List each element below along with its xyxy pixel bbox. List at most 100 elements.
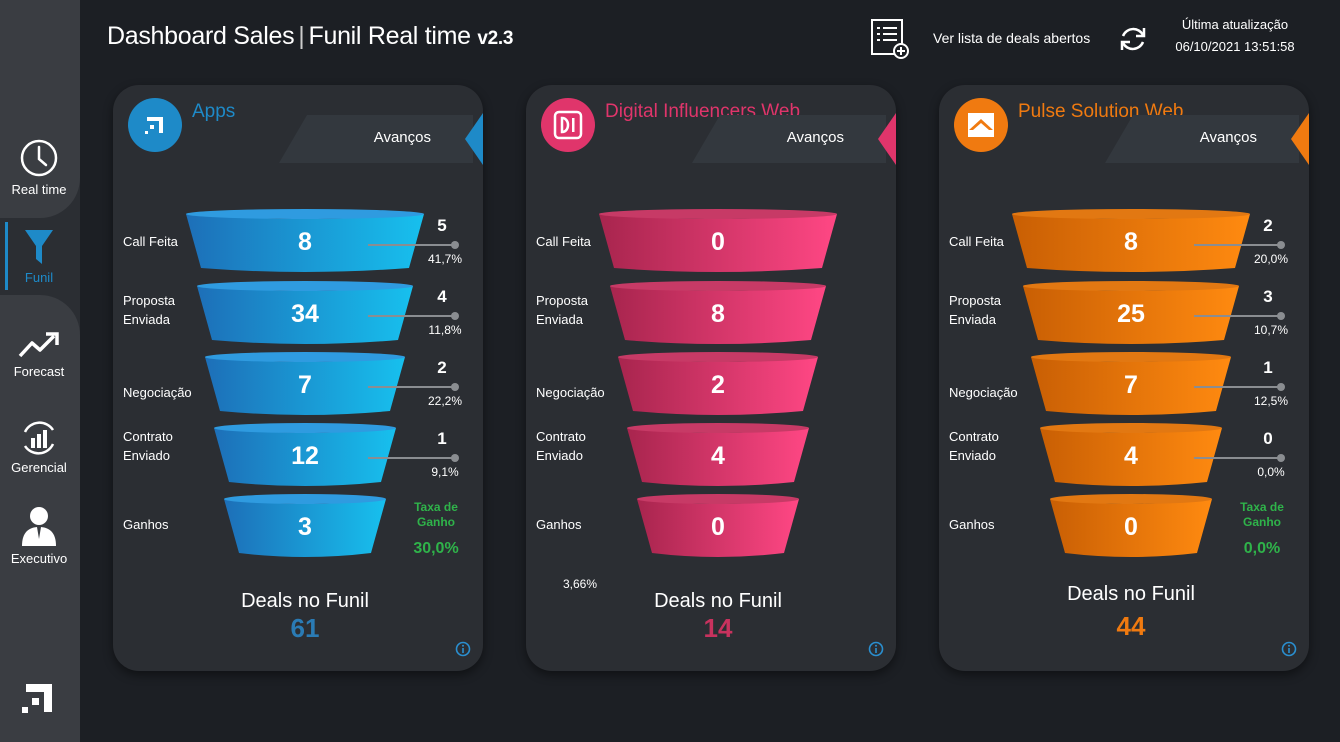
- stage-label: Contrato Enviado: [949, 427, 999, 465]
- open-deals-link[interactable]: Ver lista de deals abertos: [933, 30, 1091, 46]
- info-icon[interactable]: [1281, 641, 1297, 657]
- segment-value: 3: [298, 513, 312, 541]
- advances-label: Avanços: [786, 129, 844, 146]
- advance-connector: [368, 386, 454, 388]
- last-update: Última atualização 06/10/2021 13:51:58: [1170, 14, 1300, 58]
- funnel-segment: [1031, 352, 1231, 415]
- win-rate-label-line: Ganho: [417, 515, 455, 529]
- stage-label-line: Contrato: [536, 429, 586, 444]
- segment-value: 34: [291, 300, 319, 328]
- segment-value: 4: [1124, 442, 1138, 470]
- nav-label-gerencial: Gerencial: [11, 460, 67, 475]
- page-title: Dashboard Sales | Funil Real time v2.3: [107, 22, 513, 51]
- stage-label-line: Call Feita: [536, 234, 591, 249]
- stage-label-line: Enviada: [536, 312, 583, 327]
- list-add-icon[interactable]: [870, 18, 910, 60]
- win-rate-value: 0,0%: [1243, 540, 1281, 557]
- person-icon: [22, 507, 56, 546]
- nav-item-funil[interactable]: Funil: [0, 228, 78, 285]
- win-rate-label-line: Ganho: [1243, 515, 1281, 529]
- nav-item-forecast[interactable]: Forecast: [0, 330, 78, 379]
- brand-logo-icon: [22, 684, 52, 713]
- advance-count: 2: [1263, 216, 1273, 235]
- nav-label-funil: Funil: [24, 270, 54, 285]
- card-title: Apps: [192, 101, 236, 122]
- advance-count: 1: [1263, 358, 1273, 377]
- stage-label: Negociação: [123, 383, 192, 402]
- win-rate-value: 30,0%: [413, 540, 459, 557]
- stage-label-line: Proposta: [123, 293, 176, 308]
- sidebar-top-panel: [0, 0, 80, 218]
- deals-count: 14: [703, 613, 733, 643]
- title-separator: |: [298, 22, 305, 50]
- funnel-segment: [637, 494, 799, 557]
- advance-count: 4: [437, 287, 447, 306]
- influencer-logo-icon: [541, 98, 595, 152]
- stage-label-line: Ganhos: [536, 517, 582, 532]
- segment-value: 0: [711, 513, 725, 541]
- stage-label: Ganhos: [123, 515, 169, 534]
- stage-label-line: Negociação: [949, 385, 1018, 400]
- funnel-card: Apps Avanços Call Feita Proposta Enviada Nego…: [113, 85, 483, 671]
- funnel-segment: [618, 352, 818, 415]
- nav-item-gerencial[interactable]: Gerencial: [0, 420, 78, 475]
- funnel-card: Pulse Solution Web Avanços Call Feita Propo…: [939, 85, 1309, 671]
- deals-label: Deals no Funil: [654, 590, 782, 612]
- nav-item-executivo[interactable]: Executivo: [0, 505, 78, 566]
- deals-label: Deals no Funil: [241, 590, 369, 612]
- advances-banner: Avanços: [1105, 115, 1299, 163]
- funnel-card: Digital Influencers Web Avanços Call Feita…: [526, 85, 896, 671]
- stage-label-line: Enviado: [536, 448, 583, 463]
- advance-percent: 10,7%: [1253, 323, 1289, 337]
- trend-up-icon: [18, 332, 59, 358]
- stage-label: Contrato Enviado: [536, 427, 586, 465]
- stage-label: Contrato Enviado: [123, 427, 173, 465]
- stage-label-line: Negociação: [536, 385, 605, 400]
- refresh-icon[interactable]: [1118, 24, 1148, 54]
- advance-count: 5: [437, 216, 447, 235]
- funnel-segment: [599, 209, 837, 272]
- funnel-segment: [610, 281, 826, 344]
- segment-value: 7: [1124, 371, 1138, 399]
- stage-label: Call Feita: [536, 232, 591, 251]
- active-indicator: [5, 222, 8, 290]
- info-icon[interactable]: [455, 641, 471, 657]
- stage-label-line: Contrato: [123, 429, 173, 444]
- nav-label-executivo: Executivo: [10, 551, 68, 566]
- stage-label-line: Ganhos: [949, 517, 995, 532]
- stage-label: Ganhos: [536, 515, 582, 534]
- stage-label-line: Proposta: [536, 293, 589, 308]
- stage-label: Call Feita: [949, 232, 1004, 251]
- funnel-segment: [197, 281, 413, 344]
- advance-percent: 0,0%: [1257, 465, 1285, 479]
- funnel-segment: [186, 209, 424, 272]
- nav-item-real-time[interactable]: Real time: [0, 138, 78, 197]
- stage-label: Negociação: [949, 383, 1018, 402]
- advance-dot: [451, 454, 459, 462]
- advance-connector: [1194, 457, 1280, 459]
- info-icon[interactable]: [868, 641, 884, 657]
- stage-label: Proposta Enviada: [123, 291, 175, 329]
- advance-percent: 9,1%: [431, 465, 459, 479]
- banner-notch-icon: [878, 113, 896, 165]
- banner-notch-icon: [465, 113, 483, 165]
- advances-banner: Avanços: [279, 115, 473, 163]
- segment-value: 0: [1124, 513, 1138, 541]
- funnel-segment: [224, 494, 386, 557]
- deals-count: 61: [290, 613, 320, 643]
- segment-value: 0: [711, 228, 725, 256]
- advance-percent: 12,5%: [1253, 394, 1289, 408]
- funnel-segment: [205, 352, 405, 415]
- advance-count: 0: [1263, 429, 1273, 448]
- advance-connector: [368, 244, 454, 246]
- stage-label: Ganhos: [949, 515, 995, 534]
- deals-label: Deals no Funil: [1067, 583, 1195, 605]
- win-rate-label: Taxa de Ganho: [1232, 500, 1292, 530]
- advance-dot: [1277, 454, 1285, 462]
- segment-value: 25: [1117, 300, 1145, 328]
- funnel-segment: [1012, 209, 1250, 272]
- advance-count: 1: [437, 429, 447, 448]
- advance-dot: [1277, 383, 1285, 391]
- segment-value: 4: [711, 442, 725, 470]
